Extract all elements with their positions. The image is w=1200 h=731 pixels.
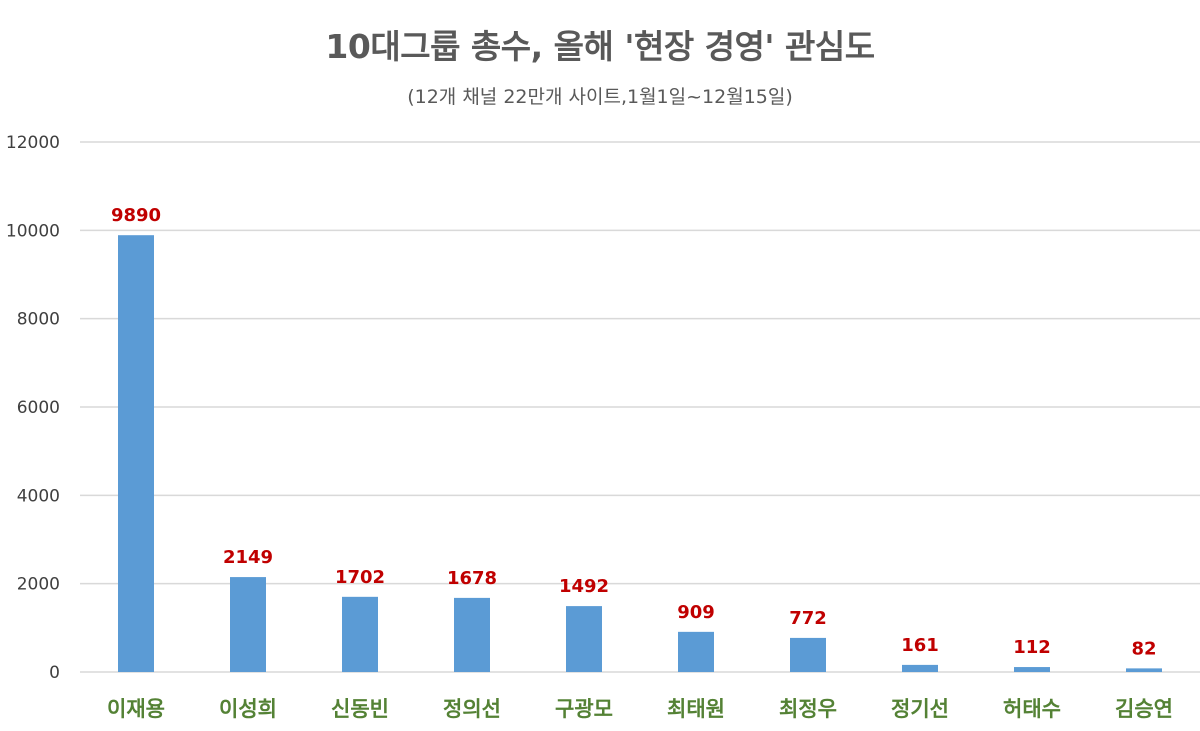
- bar: [342, 596, 378, 672]
- y-tick-label: 6000: [17, 398, 60, 418]
- y-tick-label: 12000: [6, 133, 60, 153]
- y-tick-label: 10000: [6, 221, 60, 241]
- data-label: 909: [677, 602, 715, 623]
- bar: [790, 637, 826, 672]
- bar: [1014, 667, 1050, 672]
- data-label: 1702: [335, 567, 385, 588]
- bar: [230, 577, 266, 672]
- data-label: 112: [1013, 637, 1051, 658]
- bar: [678, 631, 714, 672]
- data-label: 82: [1131, 638, 1156, 659]
- chart-title: 10대그룹 총수, 올해 '현장 경영' 관심도: [325, 27, 875, 66]
- x-tick-label: 이성희: [219, 697, 277, 721]
- x-axis-ticks: 이재용 이성희 신동빈 정의선 구광모 최태원 최정우 정기선 허태수 김승연: [107, 697, 1173, 721]
- x-tick-label: 허태수: [1003, 697, 1061, 721]
- bars: [118, 235, 1162, 673]
- data-label: 161: [901, 635, 939, 656]
- x-tick-label: 최태원: [667, 697, 725, 721]
- bar: [902, 664, 938, 672]
- data-label: 1678: [447, 568, 497, 589]
- gridlines: [80, 141, 1200, 673]
- bar: [566, 606, 602, 672]
- y-tick-label: 0: [49, 663, 60, 683]
- x-tick-label: 이재용: [107, 697, 165, 721]
- x-tick-label: 정기선: [891, 697, 949, 721]
- x-tick-label: 구광모: [555, 697, 613, 721]
- y-tick-label: 2000: [17, 575, 60, 595]
- data-labels: 9890 2149 1702 1678 1492 909 772 161 112 82: [111, 205, 1157, 659]
- x-tick-label: 김승연: [1115, 697, 1173, 721]
- bar: [1126, 668, 1162, 672]
- chart-subtitle: (12개 채널 22만개 사이트,1월1일~12월15일): [407, 86, 793, 108]
- x-tick-label: 최정우: [779, 697, 837, 721]
- bar: [118, 235, 154, 673]
- data-label: 2149: [223, 547, 273, 568]
- data-label: 772: [789, 608, 827, 629]
- y-tick-label: 4000: [17, 486, 60, 506]
- data-label: 1492: [559, 576, 609, 597]
- data-label: 9890: [111, 205, 161, 226]
- x-tick-label: 정의선: [443, 697, 501, 721]
- x-tick-label: 신동빈: [331, 697, 389, 721]
- y-axis-ticks: 0 2000 4000 6000 8000 10000 12000: [6, 133, 60, 683]
- y-tick-label: 8000: [17, 310, 60, 330]
- bar: [454, 597, 490, 672]
